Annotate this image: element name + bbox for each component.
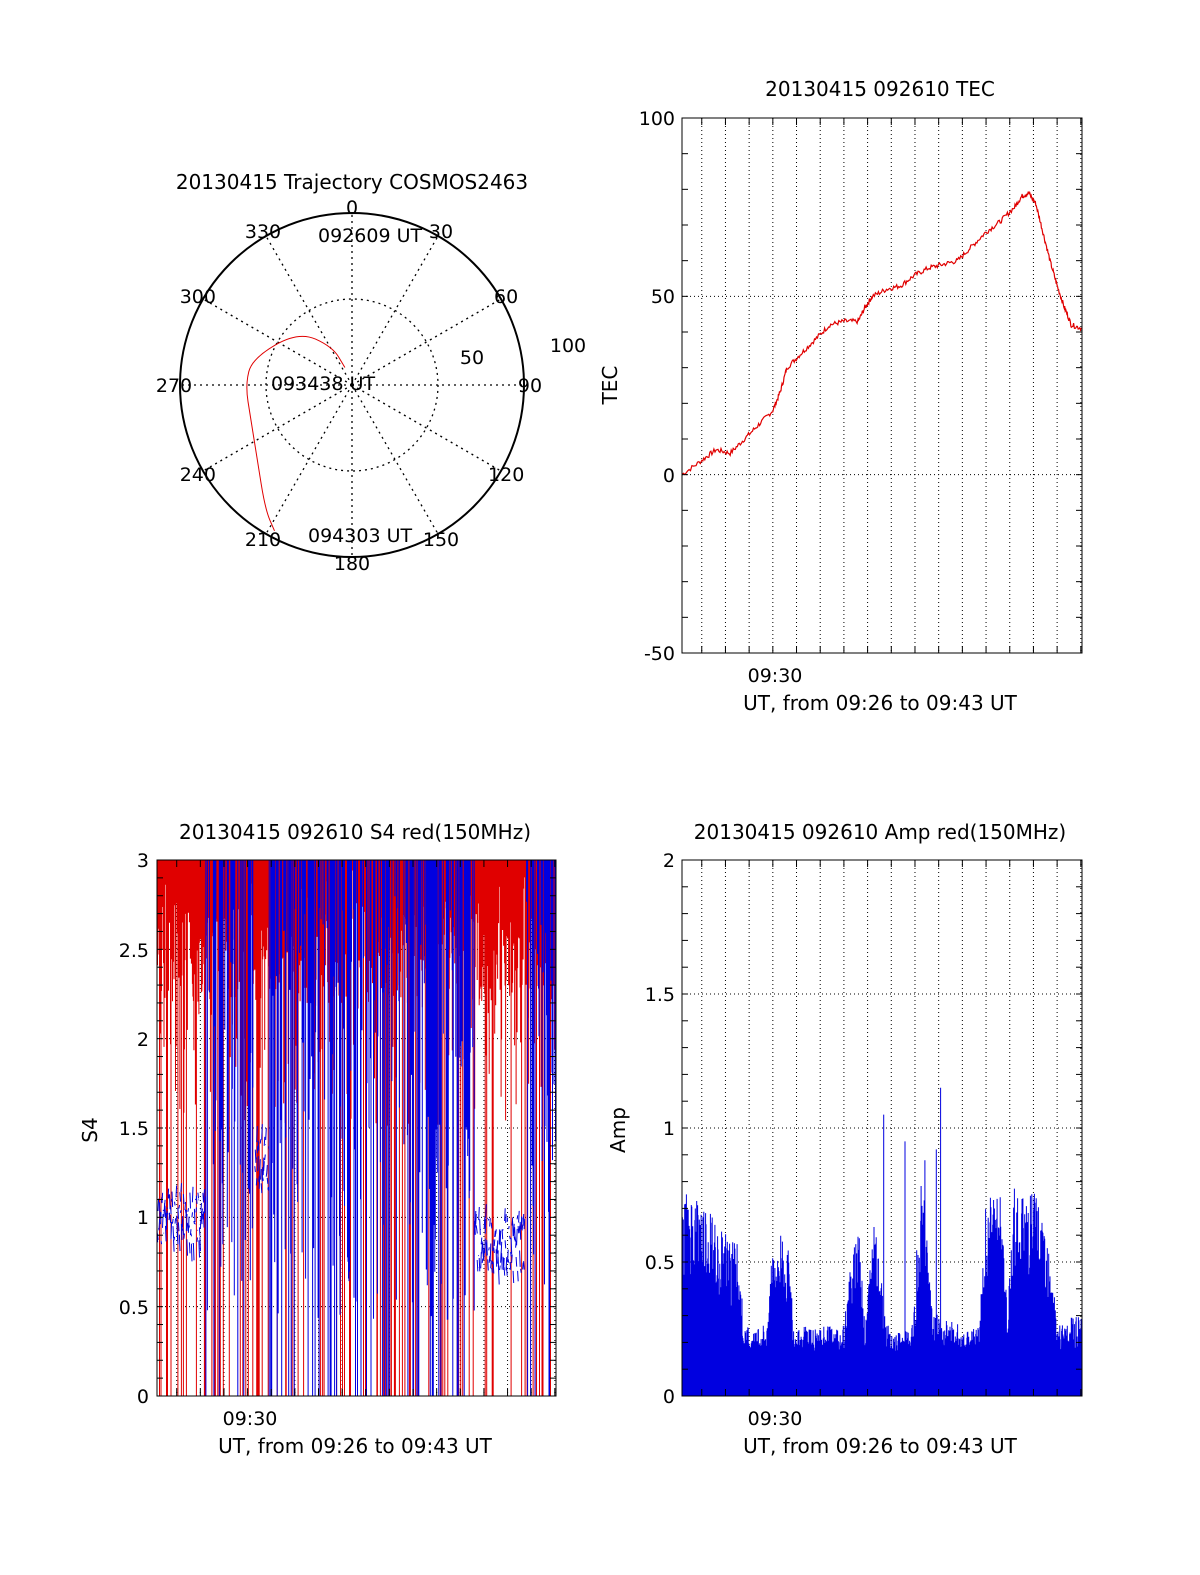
polar-annotation-end: 094303 UT: [308, 525, 412, 547]
amp-y-axis-label: Amp: [606, 1107, 630, 1153]
amp-x-axis-label: UT, from 09:26 to 09:43 UT: [743, 1434, 1018, 1458]
tec-plot-frame: [681, 117, 1083, 654]
polar-spoke: [351, 384, 439, 535]
polar-radial-label-100: 100: [550, 335, 586, 357]
s4-y-axis-label: S4: [78, 1117, 102, 1142]
amp-y-tick-label: 0: [663, 1386, 675, 1408]
s4-y-tick-label: 2.5: [119, 940, 149, 962]
s4-y-tick-label: 3: [137, 850, 149, 872]
polar-azimuth-label: 60: [494, 286, 518, 308]
polar-spoke: [351, 298, 502, 386]
polar-spoke: [265, 235, 353, 386]
tec-y-tick-label: 0: [663, 465, 675, 487]
tec-x-tick-label: 09:30: [748, 665, 803, 687]
amp-y-tick-label: 2: [663, 850, 675, 872]
amp-y-ticks: [682, 859, 1082, 1397]
polar-spoke: [265, 384, 353, 535]
amp-x-tick-label: 09:30: [748, 1408, 803, 1430]
polar-radial-label-50: 50: [460, 347, 484, 369]
polar-azimuth-label: 90: [518, 375, 542, 397]
polar-spoke: [351, 235, 439, 386]
polar-azimuth-label: 300: [180, 286, 216, 308]
s4-panel: 20130415 092610 S4 red(150MHz) 0 0.5 1 1…: [78, 820, 557, 1458]
amp-y-tick-label: 0.5: [645, 1252, 675, 1274]
s4-y-tick-label: 1.5: [119, 1118, 149, 1140]
polar-outer-circle: [179, 212, 525, 558]
polar-panel: 20130415 Trajectory COSMOS2463 0 30 60 90 12…: [156, 170, 586, 575]
polar-spoke: [351, 384, 502, 472]
polar-azimuth-label: 0: [346, 197, 358, 219]
polar-azimuth-label: 240: [180, 464, 216, 486]
s4-y-tick-label: 0: [137, 1386, 149, 1408]
tec-y-tick-label: -50: [644, 643, 675, 665]
tec-panel: 20130415 092610 TEC -50 0 50 100 09:30 U…: [598, 77, 1083, 715]
s4-title: 20130415 092610 S4 red(150MHz): [179, 820, 531, 844]
polar-trajectory-line: [246, 335, 346, 531]
tec-y-tick-label: 50: [651, 286, 675, 308]
polar-azimuth-label: 180: [334, 553, 370, 575]
polar-azimuth-label: 150: [423, 529, 459, 551]
amp-series-line: [681, 1087, 1083, 1396]
s4-y-tick-label: 2: [137, 1029, 149, 1051]
tec-y-tick-label: 100: [639, 108, 675, 130]
tec-grid: [682, 118, 1082, 653]
polar-annotation-mid: 093438 UT: [271, 373, 375, 395]
s4-x-tick-label: 09:30: [223, 1408, 278, 1430]
s4-y-ticks: [157, 859, 556, 1397]
polar-azimuth-label: 330: [245, 221, 281, 243]
tec-y-ticks: [682, 117, 1082, 654]
polar-azimuth-label: 120: [488, 464, 524, 486]
s4-y-tick-label: 1: [137, 1207, 149, 1229]
tec-y-axis-label: TEC: [598, 366, 622, 406]
amp-panel: 20130415 092610 Amp red(150MHz) 0 0.5 1 …: [606, 820, 1083, 1458]
polar-azimuth-label: 270: [156, 375, 192, 397]
polar-title: 20130415 Trajectory COSMOS2463: [176, 170, 528, 194]
amp-y-tick-label: 1: [663, 1118, 675, 1140]
polar-azimuth-labels: 0 30 60 90 120 150 180 210 240 270 300 330: [156, 197, 542, 575]
tec-title: 20130415 092610 TEC: [765, 77, 995, 101]
amp-title: 20130415 092610 Amp red(150MHz): [694, 820, 1066, 844]
tec-series-line: [681, 190, 1083, 476]
s4-x-axis-label: UT, from 09:26 to 09:43 UT: [218, 1434, 493, 1458]
polar-azimuth-label: 30: [429, 221, 453, 243]
polar-azimuth-label: 210: [245, 529, 281, 551]
polar-annotation-start: 092609 UT: [318, 225, 422, 247]
amp-grid: [682, 860, 1082, 1396]
polar-spoke: [202, 298, 353, 386]
polar-grid: [180, 213, 524, 557]
amp-y-tick-label: 1.5: [645, 984, 675, 1006]
s4-y-tick-label: 0.5: [119, 1297, 149, 1319]
tec-x-axis-label: UT, from 09:26 to 09:43 UT: [743, 691, 1018, 715]
polar-spoke: [202, 384, 353, 472]
